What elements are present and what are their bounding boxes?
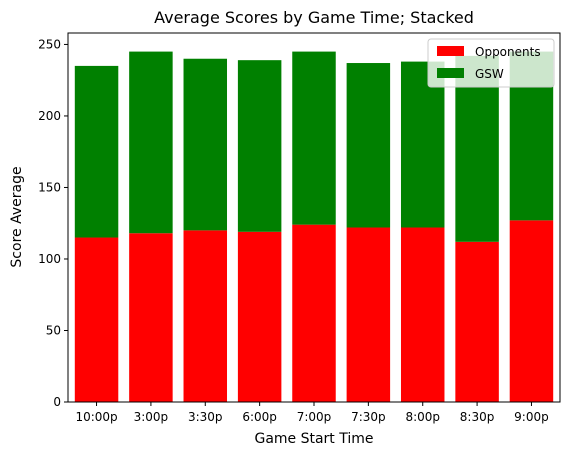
x-tick-label-1: 3:00p (134, 410, 169, 424)
bar-opponents-4 (292, 224, 336, 402)
x-tick-label-4: 7:00p (297, 410, 332, 424)
x-tick-label-2: 3:30p (188, 410, 223, 424)
y-tick-label-3: 150 (38, 180, 61, 194)
bar-opponents-6 (400, 227, 445, 402)
bar-opponents-8 (509, 220, 554, 402)
bars-layer (74, 51, 554, 402)
x-tick-label-6: 8:00p (405, 410, 440, 424)
x-tick-label-7: 8:30p (460, 410, 495, 424)
bar-gsw-3 (237, 60, 282, 232)
plot-frame (67, 32, 561, 403)
x-axis-ticks: 10:00p 3:00p 3:30p 6:00p 7:00p 7:30p 8:00p 8:30… (75, 402, 549, 424)
y-tick-label-2: 100 (38, 252, 61, 266)
y-tick-label-4: 200 (38, 109, 61, 123)
legend-swatch-opponents (437, 46, 464, 56)
bar-gsw-2 (183, 58, 228, 231)
y-axis-label: Score Average (9, 166, 25, 267)
x-axis-label: Game Start Time (254, 431, 373, 447)
bar-gsw-4 (292, 51, 336, 225)
legend-swatch-gsw (437, 68, 464, 78)
bar-opponents-2 (183, 230, 228, 402)
bar-gsw-6 (400, 61, 445, 228)
bar-opponents-0 (74, 237, 119, 402)
x-tick-label-8: 9:00p (514, 410, 549, 424)
legend-label-opponents: Opponents (475, 45, 541, 59)
y-axis-ticks: 0 50 100 150 200 250 (38, 37, 68, 409)
bar-gsw-5 (346, 63, 391, 228)
bar-gsw-1 (129, 51, 173, 234)
x-tick-label-0: 10:00p (75, 410, 117, 424)
bar-opponents-7 (455, 241, 499, 402)
bar-gsw-0 (74, 65, 119, 238)
bar-opponents-3 (237, 231, 282, 402)
bar-opponents-5 (346, 227, 391, 402)
bar-opponents-1 (129, 233, 173, 402)
x-tick-label-3: 6:00p (242, 410, 277, 424)
x-tick-label-5: 7:30p (351, 410, 386, 424)
legend: Opponents GSW (427, 38, 555, 88)
y-tick-label-1: 50 (46, 323, 61, 337)
legend-label-gsw: GSW (475, 67, 504, 81)
y-tick-label-0: 0 (53, 395, 61, 409)
chart-title: Average Scores by Game Time; Stacked (154, 8, 474, 27)
y-tick-label-5: 250 (38, 37, 61, 51)
